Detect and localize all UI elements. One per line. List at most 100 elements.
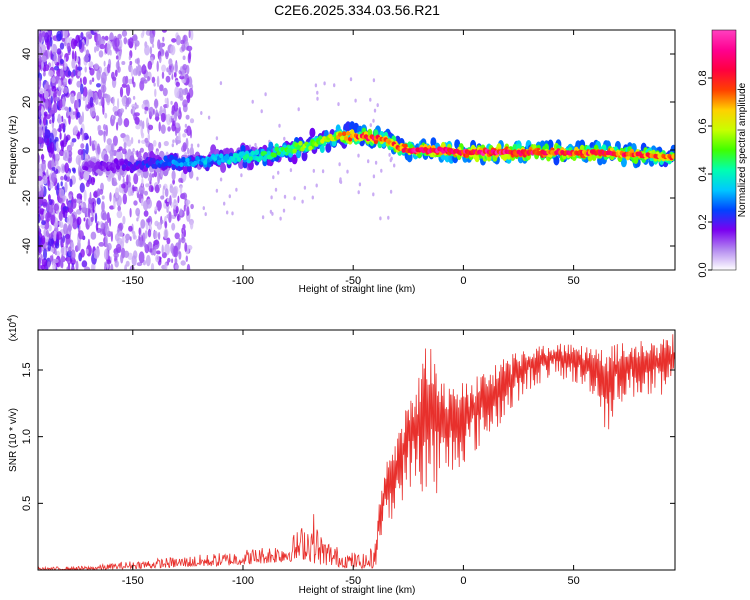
spectrogram-noise-cell [168, 64, 172, 70]
spectrogram-noise-cell [41, 220, 46, 226]
spectrogram-noise-cell [376, 103, 379, 108]
spectrogram-noise-cell [80, 143, 85, 149]
spectrogram-noise-cell [38, 126, 42, 138]
spectrogram-noise-cell [373, 108, 377, 113]
spectrogram-noise-cell [62, 96, 66, 107]
snr-panel: -150 -100 -50 0 50 0.5 1.0 1.5 Height of straig… [7, 315, 676, 596]
spectrogram-noise-cell [113, 135, 118, 146]
spectrogram-noise-cell [61, 84, 64, 93]
spectrogram-noise-cell [78, 230, 84, 240]
spectrogram-noise-cell [70, 249, 76, 261]
spectrogram-noise-cell [39, 103, 42, 112]
snr-axis-ticks: -150 -100 -50 0 50 0.5 1.0 1.5 [21, 330, 675, 587]
spectrogram-noise-cell [161, 244, 164, 255]
spectrogram-noise-cell [112, 105, 118, 113]
spectrogram-noise-cell [153, 240, 160, 245]
spectrogram-noise-cell [154, 88, 157, 98]
colorbar-tick-label: 0.6 [697, 118, 709, 133]
spectrogram-noise-cell [84, 266, 91, 270]
spectrogram-noise-cell [177, 195, 180, 204]
spectrogram-noise-cell [48, 199, 53, 205]
spectrogram-noise-cell [51, 85, 57, 92]
spectrogram-noise-cell [147, 228, 152, 238]
spectrogram-noise-cell [122, 76, 127, 85]
spectrogram-noise-cell [70, 93, 75, 104]
spectrogram-noise-cell [148, 142, 154, 153]
spectrogram-noise-cell [166, 67, 170, 73]
spectrogram-noise-cell [240, 173, 243, 178]
spectrogram-noise-cell [99, 43, 106, 50]
spectrogram-noise-cell [96, 69, 101, 81]
spectrogram-ridge-cell [474, 154, 480, 163]
spectrogram-noise-cell [289, 168, 293, 173]
spectrogram-noise-cell [122, 215, 126, 225]
spectrogram-noise-cell [40, 44, 46, 53]
colorbar: 0.0 0.2 0.4 0.6 0.8 Normalized spectral ampl… [697, 29, 748, 278]
spectrogram-noise-cell [95, 115, 100, 122]
spectrogram-noise-cell [115, 187, 119, 199]
spectrogram-noise-cell [45, 212, 51, 223]
spectrogram-noise-cell [96, 197, 101, 205]
spectrogram-noise-cell [172, 120, 176, 127]
spectrogram-noise-cell [173, 245, 179, 258]
spectrogram-noise-cell [123, 118, 130, 128]
spectrogram-noise-cell [56, 250, 60, 257]
spectrogram-ridge-cell [234, 153, 240, 159]
spectrogram-ridge-cell [343, 136, 349, 141]
spectrogram-noise-cell [59, 132, 62, 140]
spectrogram-noise-cell [372, 174, 376, 179]
spectrogram-noise-cell [117, 33, 122, 40]
spectrogram-ridge-cell [181, 156, 186, 162]
spectrogram-ridge-cell [274, 146, 279, 152]
spectrogram-noise-cell [85, 248, 89, 255]
spectrogram-noise-cell [53, 230, 57, 242]
spectrogram-noise-cell [160, 124, 166, 134]
spectrogram-noise-cell [109, 205, 115, 210]
spectrogram-noise-cell [379, 216, 382, 221]
spectrogram-noise-cell [40, 254, 43, 261]
spectrogram-noise-cell [57, 128, 62, 132]
spectrogram-noise-cell [152, 230, 158, 239]
spectrogram-noise-cell [62, 235, 65, 243]
spectrogram-noise-cell [89, 79, 92, 85]
spectrogram-ridge-cell [292, 148, 297, 154]
spectrogram-noise-cell [68, 78, 71, 85]
spectrogram-noise-cell [200, 111, 203, 115]
spectrogram-noise-cell [63, 223, 68, 235]
spectrogram-noise-cell [197, 143, 200, 148]
spectrogram-noise-cell [271, 211, 274, 216]
spectrogram-noise-cell [42, 198, 48, 208]
spectrogram-noise-cell [38, 186, 42, 192]
spectrogram-noise-cell [176, 135, 179, 140]
spectrogram-noise-cell [171, 258, 174, 264]
spectrogram-noise-cell [133, 200, 138, 206]
spectrogram-noise-cell [148, 124, 154, 131]
spectrogram-noise-cell [126, 174, 129, 186]
spectrogram-noise-cell [114, 37, 120, 48]
spectrogram-noise-cell [62, 156, 67, 161]
colorbar-ticks: 0.0 0.2 0.4 0.6 0.8 [697, 70, 712, 278]
spectrogram-noise-cell [57, 79, 62, 92]
spectrogram-ridge-cell [219, 153, 224, 159]
snr-y-axis-label: SNR (10 * v/v) [8, 408, 19, 472]
spectrogram-ridge-cell [179, 162, 184, 168]
spectrogram-noise-cell [70, 242, 75, 251]
spectrogram-noise-cell [97, 188, 101, 197]
spectrogram-noise-cell [144, 44, 150, 56]
spectrogram-noise-cell [151, 173, 155, 178]
spectrogram-noise-cell [119, 86, 124, 98]
spectrogram-noise-cell [184, 242, 188, 253]
spectrogram-noise-cell [165, 75, 171, 83]
spectrogram-noise-cell [346, 169, 349, 174]
spectrogram-noise-cell [131, 255, 137, 266]
spectrogram-ridge-cell [430, 137, 437, 148]
spectrogram-noise-cell [75, 260, 79, 270]
spectrogram-noise-cell [187, 52, 191, 64]
spectrogram-noise-cell [254, 142, 257, 147]
spectrogram-noise-cell [187, 147, 190, 155]
spectrogram-noise-cell [168, 211, 172, 224]
spectrogram-noise-cell [77, 71, 82, 77]
spectrogram-noise-cell [180, 260, 186, 266]
spectrogram-noise-cell [135, 124, 141, 130]
